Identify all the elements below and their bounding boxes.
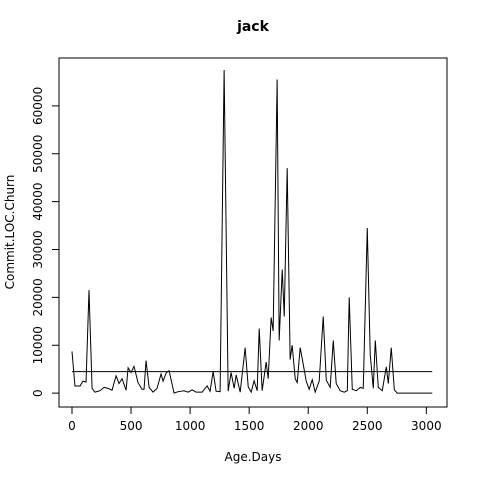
- data-line: [71, 69, 433, 394]
- chart-title: jack: [236, 19, 270, 35]
- x-tick-label: 1500: [234, 419, 265, 433]
- y-tick-label: 10000: [31, 326, 45, 364]
- y-tick-label: 40000: [31, 183, 45, 221]
- x-tick-label: 2500: [352, 419, 383, 433]
- x-tick-label: 1000: [175, 419, 206, 433]
- plot-box: [58, 57, 448, 408]
- x-tick-label: 500: [120, 419, 143, 433]
- x-axis-label: Age.Days: [225, 450, 282, 464]
- x-tick-label: 0: [68, 419, 76, 433]
- y-tick-label: 30000: [31, 230, 45, 268]
- x-tick-label: 2000: [293, 419, 324, 433]
- x-tick-label: 3000: [411, 419, 442, 433]
- y-tick-label: 50000: [31, 135, 45, 173]
- y-axis-label: Commit.LOC.Churn: [3, 175, 17, 290]
- y-tick-label: 20000: [31, 278, 45, 316]
- y-tick-label: 0: [31, 389, 45, 397]
- y-tick-label: 60000: [31, 87, 45, 125]
